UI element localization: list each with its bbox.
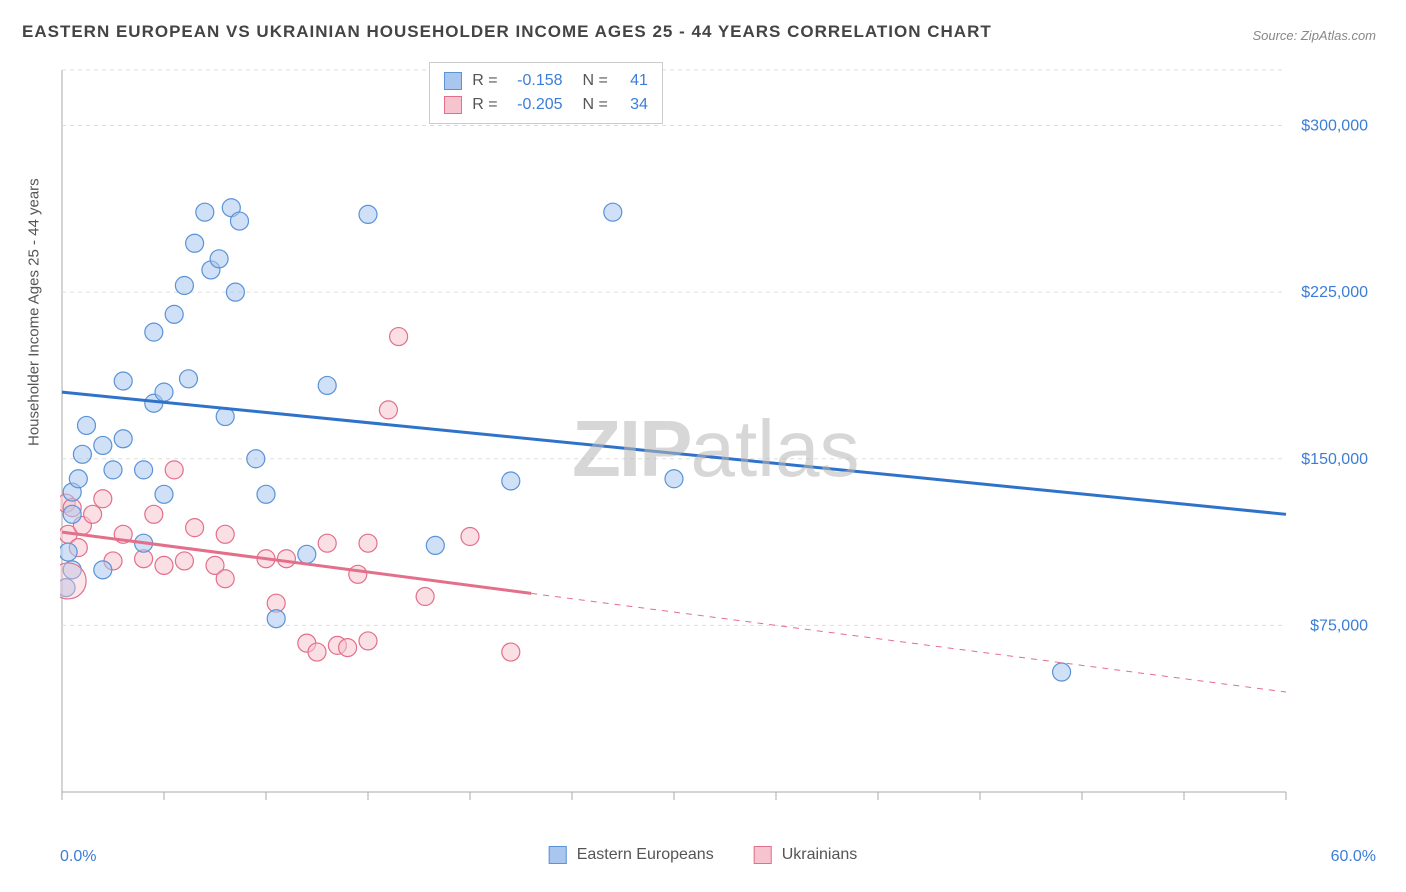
corr-legend-row: R = -0.158 N = 41 xyxy=(444,69,648,93)
y-axis-label: Householder Income Ages 25 - 44 years xyxy=(26,178,43,446)
legend-item-eastern: Eastern Europeans xyxy=(549,846,714,864)
corr-legend-row: R = -0.205 N = 34 xyxy=(444,93,648,117)
swatch-ukrainian xyxy=(754,846,772,864)
svg-text:$75,000: $75,000 xyxy=(1310,617,1368,634)
x-axis-max-label: 60.0% xyxy=(1331,848,1376,866)
scatter-svg: $75,000 $150,000 $225,000 $300,000 xyxy=(60,60,1376,822)
swatch-icon xyxy=(444,72,462,90)
swatch-eastern xyxy=(549,846,567,864)
swatch-icon xyxy=(444,96,462,114)
series-legend: Eastern Europeans Ukrainians xyxy=(549,846,858,864)
chart-title: EASTERN EUROPEAN VS UKRAINIAN HOUSEHOLDE… xyxy=(22,22,992,42)
x-axis-min-label: 0.0% xyxy=(60,848,96,866)
legend-label-ukrainian: Ukrainians xyxy=(782,846,858,864)
correlation-legend: R = -0.158 N = 41 R = -0.205 N = 34 xyxy=(429,62,663,124)
legend-item-ukrainian: Ukrainians xyxy=(754,846,858,864)
svg-text:$150,000: $150,000 xyxy=(1301,451,1368,468)
chart-plot-area: $75,000$150,000$225,000$300,000 ZIPatlas… xyxy=(60,60,1376,822)
legend-label-eastern: Eastern Europeans xyxy=(577,846,714,864)
source-attribution: Source: ZipAtlas.com xyxy=(1252,28,1376,43)
svg-text:$225,000: $225,000 xyxy=(1301,284,1368,301)
svg-text:$300,000: $300,000 xyxy=(1301,118,1368,135)
